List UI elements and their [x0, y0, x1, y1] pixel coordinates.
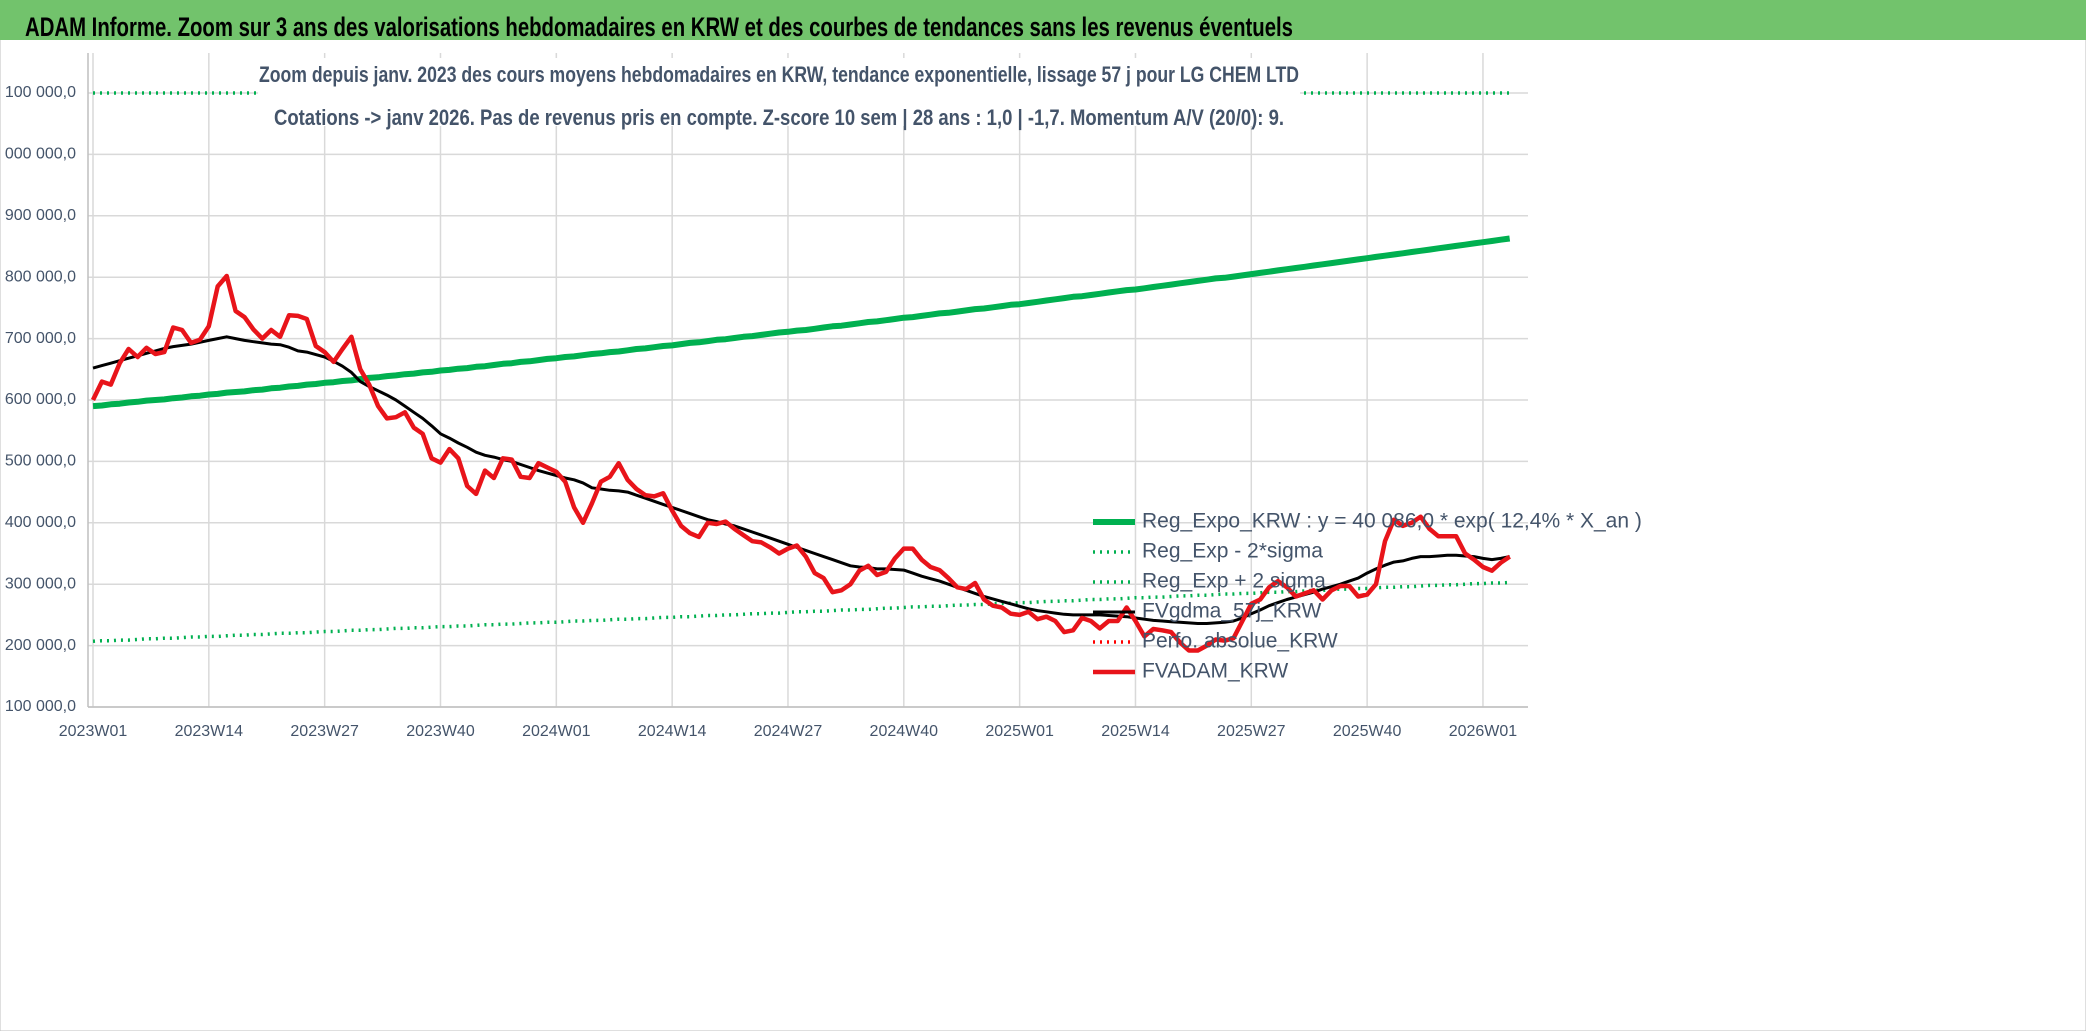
y-tick-label: 1 100 000,0 [0, 84, 76, 101]
legend-label: Perfo. absolue_KRW [1142, 630, 1338, 653]
x-tick-label: 2023W40 [406, 723, 475, 740]
subtitle-backing [258, 58, 1300, 126]
y-tick-label: 300 000,0 [5, 575, 76, 592]
y-tick-label: 800 000,0 [5, 268, 76, 285]
x-tick-label: 2023W01 [59, 723, 128, 740]
x-tick-label: 2025W27 [1217, 723, 1286, 740]
chart-title: ADAM Informe. Zoom sur 3 ans des valoris… [25, 12, 1293, 42]
x-tick-label: 2024W14 [638, 723, 707, 740]
legend-label: FVADAM_KRW [1142, 660, 1288, 683]
legend-label: Reg_Expo_KRW : y = 40 086,0 * exp( 12,4%… [1142, 510, 1642, 533]
y-tick-label: 1 000 000,0 [0, 146, 76, 163]
y-tick-label: 600 000,0 [5, 391, 76, 408]
subtitle: Cotations -> janv 2026. Pas de revenus p… [274, 105, 1284, 130]
x-tick-label: 2024W40 [870, 723, 939, 740]
y-tick-label: 200 000,0 [5, 637, 76, 654]
legend-label: FVgdma_57j_KRW [1142, 600, 1322, 623]
series-line [92, 235, 1511, 410]
x-tick-label: 2024W27 [754, 723, 823, 740]
x-tick-label: 2023W14 [175, 723, 244, 740]
title-bar [0, 0, 2086, 40]
x-tick-label: 2024W01 [522, 723, 591, 740]
y-tick-label: 500 000,0 [5, 453, 76, 470]
y-tick-label: 100 000,0 [5, 698, 76, 715]
x-tick-label: 2025W01 [985, 723, 1054, 740]
y-tick-label: 400 000,0 [5, 514, 76, 531]
y-tick-label: 700 000,0 [5, 330, 76, 347]
x-tick-label: 2025W14 [1101, 723, 1170, 740]
legend-label: Reg_Exp + 2 sigma [1142, 570, 1326, 593]
series-line [90, 273, 1511, 653]
x-tick-label: 2025W40 [1333, 723, 1402, 740]
x-tick-label: 2026W01 [1449, 723, 1518, 740]
x-tick-label: 2023W27 [290, 723, 359, 740]
legend-label: Reg_Exp - 2*sigma [1142, 540, 1323, 563]
subtitle: Zoom depuis janv. 2023 des cours moyens … [259, 62, 1299, 87]
y-tick-label: 900 000,0 [5, 207, 76, 224]
